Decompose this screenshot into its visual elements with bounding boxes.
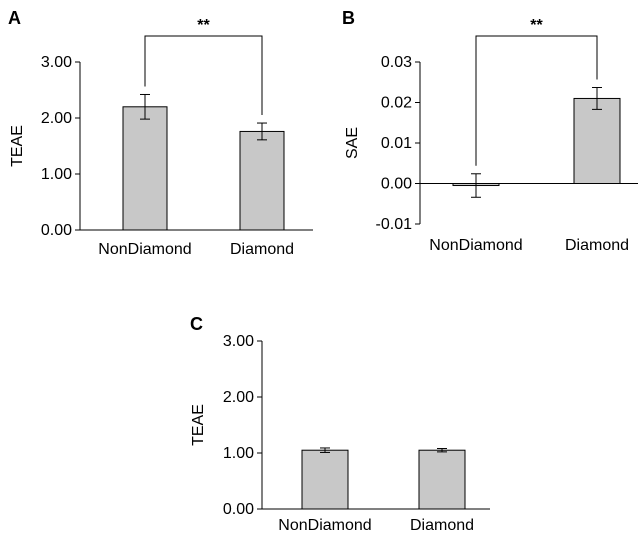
- significance-marker: **: [530, 17, 543, 34]
- y-tick-label: 2.00: [41, 110, 72, 127]
- y-axis-title: TEAE: [9, 125, 26, 167]
- panel-letter: A: [8, 8, 21, 28]
- y-tick-label: 1.00: [41, 166, 72, 183]
- y-axis-title: SAE: [344, 127, 361, 159]
- y-tick-label: 0.00: [223, 501, 254, 518]
- panel-letter: C: [190, 314, 203, 334]
- y-tick-label: -0.01: [376, 216, 413, 233]
- x-category-label: NonDiamond: [429, 237, 522, 254]
- bar-diamond: [573, 97, 621, 184]
- y-tick-label: 0.00: [41, 222, 72, 239]
- bar-diamond: [239, 130, 285, 231]
- x-category-label: Diamond: [230, 241, 294, 258]
- panel-letter: B: [342, 8, 355, 28]
- y-tick-label: 1.00: [223, 445, 254, 462]
- significance-marker: **: [197, 17, 210, 34]
- y-tick-label: 0.00: [381, 176, 412, 193]
- chart-panel-c: C TEAE 0.00 1.00 2.00 3.00 NonDiamond Diamond: [190, 314, 490, 534]
- y-tick-label: 0.02: [381, 95, 412, 112]
- x-category-label: NonDiamond: [98, 241, 191, 258]
- y-tick-label: 3.00: [223, 333, 254, 350]
- bar-nondiamond: [122, 106, 168, 231]
- chart-panel-b: B SAE -0.01 0.00 0.01 0.02 0.03 NonDiamond Diamo…: [342, 8, 638, 254]
- x-category-label: NonDiamond: [278, 517, 371, 534]
- x-category-label: Diamond: [410, 517, 474, 534]
- y-tick-label: 0.03: [381, 54, 412, 71]
- bar-nondiamond: [301, 449, 349, 510]
- x-category-label: Diamond: [565, 237, 629, 254]
- y-tick-label: 2.00: [223, 389, 254, 406]
- y-tick-label: 0.01: [381, 135, 412, 152]
- significance-bracket: [475, 35, 598, 166]
- y-tick-label: 3.00: [41, 54, 72, 71]
- chart-panel-a: A TEAE 0.00 1.00 2.00 3.00 NonDiamond Diamond **: [8, 8, 313, 258]
- significance-bracket: [144, 35, 263, 116]
- y-axis-title: TEAE: [190, 404, 207, 446]
- bar-diamond: [418, 449, 466, 510]
